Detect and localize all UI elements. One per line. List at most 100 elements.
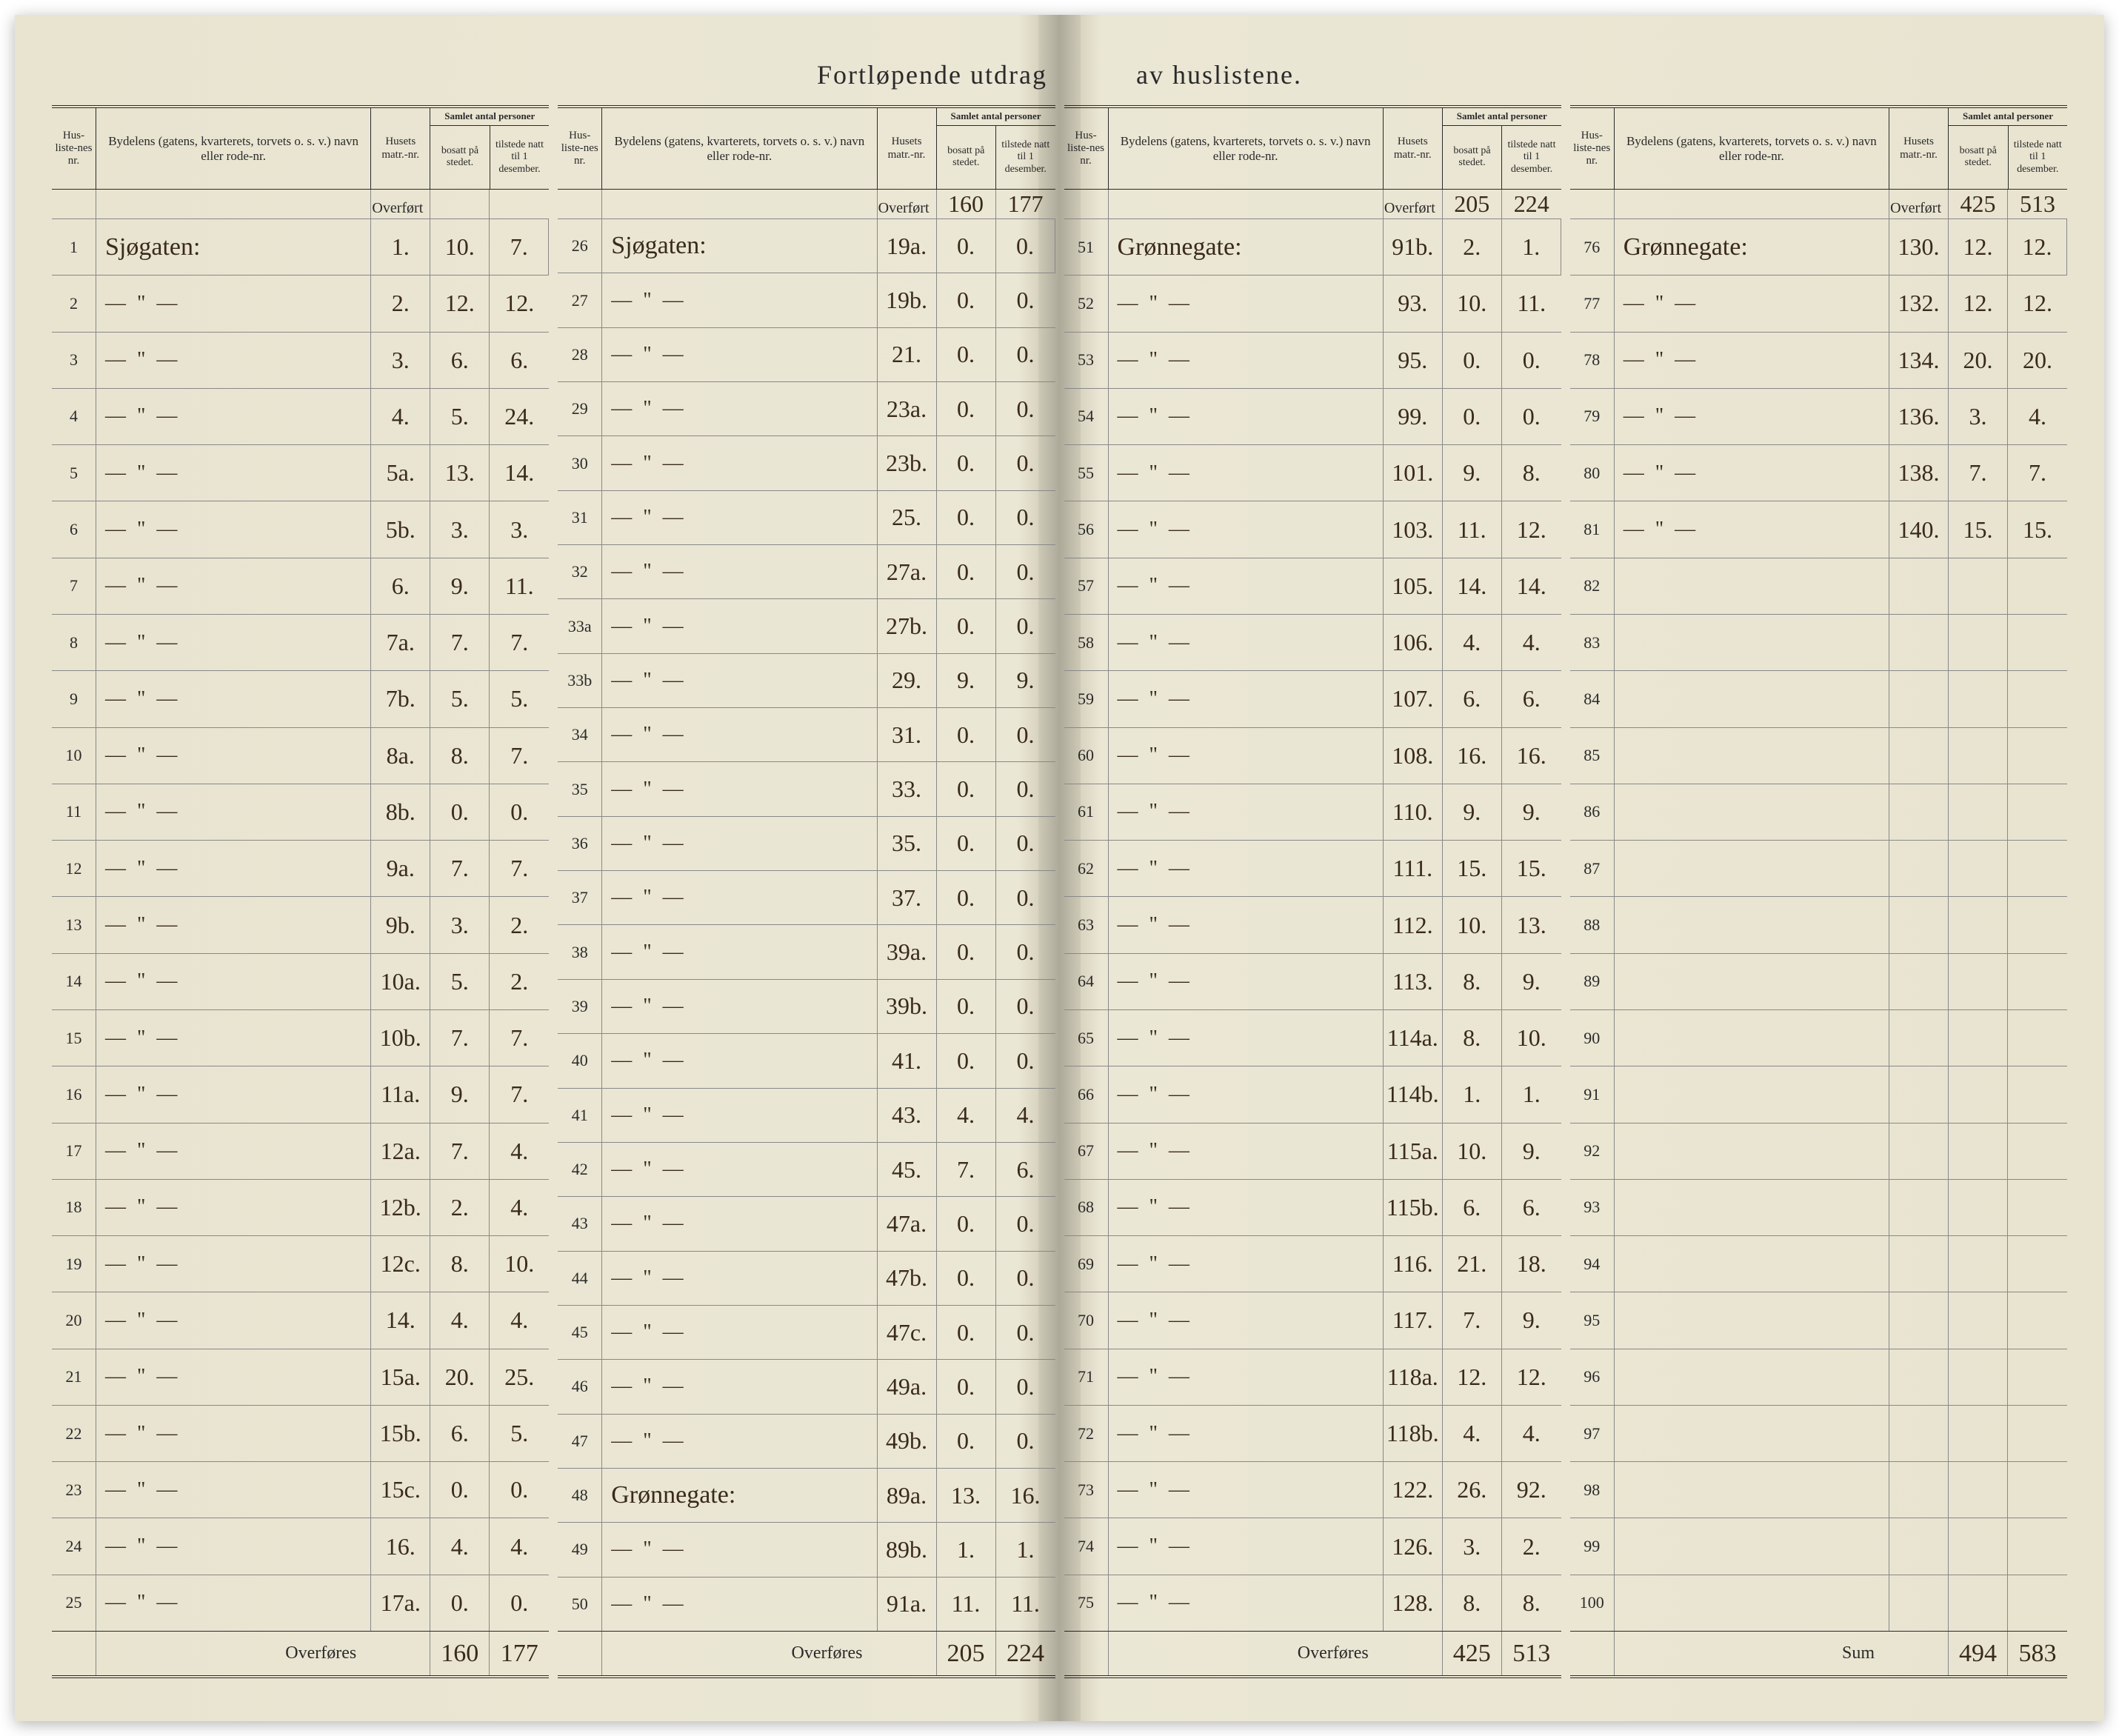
cell-tilstede: 0.	[996, 925, 1055, 978]
cell-bydel: — " —	[602, 654, 877, 707]
cell-bosatt	[1949, 1406, 2008, 1461]
cell-tilstede: 14.	[1502, 558, 1561, 614]
cell-matr: 105.	[1384, 558, 1443, 614]
cell-matr: 6.	[371, 558, 430, 614]
ledger-row: 86	[1570, 784, 2067, 841]
cell-bosatt	[1949, 1066, 2008, 1122]
carry-in-bosatt: 205	[1443, 190, 1502, 218]
cell-bosatt: 12.	[430, 276, 490, 331]
cell-row-nr: 25	[52, 1575, 96, 1631]
panel-header: Hus-liste-nes nr.Bydelens (gatens, kvart…	[1570, 108, 2067, 190]
cell-bydel: — " —	[1109, 897, 1384, 952]
ledger-row: 58— " —106.4.4.	[1064, 615, 1561, 671]
cell-row-nr: 99	[1570, 1518, 1615, 1574]
cell-tilstede: 2.	[490, 954, 549, 1009]
ledger-row: 16— " —11a.9.7.	[52, 1066, 549, 1123]
ledger-row: 48Grønnegate:89a.13.16.	[558, 1469, 1055, 1523]
cell-bosatt: 9.	[937, 654, 996, 707]
ledger-row: 92	[1570, 1124, 2067, 1180]
cell-tilstede: 20.	[2008, 333, 2067, 388]
cell-bosatt: 11.	[937, 1578, 996, 1631]
header-tilstede: tilstede natt til 1 desember.	[996, 126, 1055, 189]
cell-bydel: — " —	[1109, 389, 1384, 444]
cell-bosatt: 0.	[937, 925, 996, 978]
cell-matr: 134.	[1889, 333, 1949, 388]
cell-bosatt: 15.	[1949, 501, 2008, 557]
title-left: Fortløpende utdrag	[817, 59, 1047, 90]
cell-bosatt: 8.	[1443, 954, 1502, 1009]
ledger-row: 69— " —116.21.18.	[1064, 1236, 1561, 1292]
cell-matr: 118b.	[1384, 1406, 1443, 1461]
header-nr: Hus-liste-nes nr.	[1570, 108, 1615, 189]
cell-bydel: — " —	[602, 1143, 877, 1196]
cell-bosatt: 20.	[1949, 333, 2008, 388]
cell-bydel	[1615, 1349, 1889, 1405]
cell-row-nr: 71	[1064, 1349, 1109, 1405]
cell-row-nr: 90	[1570, 1010, 1615, 1066]
cell-bosatt: 0.	[937, 1360, 996, 1413]
cell-tilstede	[2008, 1124, 2067, 1179]
cell-matr: 4.	[371, 389, 430, 444]
overfort-label: Overført	[1384, 200, 1435, 217]
ledger-row: 21— " —15a.20.25.	[52, 1349, 549, 1406]
carry-out-bosatt: 425	[1443, 1632, 1502, 1675]
carry-out-bosatt: 494	[1949, 1632, 2008, 1675]
cell-row-nr: 10	[52, 728, 96, 784]
cell-bosatt: 26.	[1443, 1462, 1502, 1518]
cell-row-nr: 58	[1064, 615, 1109, 670]
cell-matr: 35.	[878, 817, 937, 870]
cell-bosatt: 0.	[937, 1306, 996, 1359]
cell-tilstede: 12.	[1502, 1349, 1561, 1405]
cell-bosatt: 0.	[937, 1415, 996, 1468]
ledger-row: 1Sjøgaten:1.10.7.Overført	[52, 219, 549, 276]
ledger-row: 53— " —95.0.0.	[1064, 333, 1561, 389]
cell-matr: 108.	[1384, 728, 1443, 784]
panel-rows: 1Sjøgaten:1.10.7.Overført2— " —2.12.12.3…	[52, 190, 549, 1631]
cell-matr	[1889, 671, 1949, 727]
cell-matr: 12b.	[371, 1180, 430, 1235]
cell-bosatt	[1949, 1349, 2008, 1405]
cell-tilstede	[2008, 1066, 2067, 1122]
cell-bosatt: 6.	[430, 1406, 490, 1461]
cell-tilstede: 3.	[490, 501, 549, 557]
cell-bydel: — " —	[1109, 501, 1384, 557]
cell-bydel	[1615, 1575, 1889, 1631]
cell-matr: 43.	[878, 1089, 937, 1142]
ledger-row: 31— " —25.0.0.	[558, 491, 1055, 545]
cell-tilstede: 0.	[1502, 333, 1561, 388]
cell-bosatt: 9.	[1443, 445, 1502, 501]
ledger-row: 80— " —138.7.7.	[1570, 445, 2067, 501]
header-persons-top: Samlet antal personer	[1443, 108, 1561, 126]
cell-bydel	[1615, 1462, 1889, 1518]
ledger-row: 46— " —49a.0.0.	[558, 1360, 1055, 1414]
cell-bydel: — " —	[1109, 784, 1384, 840]
cell-tilstede: 9.	[1502, 1124, 1561, 1179]
ledger-row: 77— " —132.12.12.	[1570, 276, 2067, 332]
cell-matr: 17a.	[371, 1575, 430, 1631]
ledger-row: 13— " —9b.3.2.	[52, 897, 549, 953]
cell-tilstede: 10.	[490, 1236, 549, 1292]
ledger-row: 83	[1570, 615, 2067, 671]
cell-row-nr: 72	[1064, 1406, 1109, 1461]
cell-row-nr: 34	[558, 708, 602, 761]
overfores-label: Overføres	[602, 1632, 877, 1675]
cell-bosatt: 0.	[937, 273, 996, 327]
cell-row-nr: 16	[52, 1066, 96, 1122]
header-persons-top: Samlet antal personer	[937, 108, 1055, 126]
ledger-row: 33b— " —29.9.9.	[558, 654, 1055, 708]
cell-bosatt: 0.	[937, 708, 996, 761]
cell-bosatt: 1.	[937, 1523, 996, 1576]
cell-bydel: — " —	[1109, 671, 1384, 727]
cell-matr	[1889, 954, 1949, 1009]
cell-tilstede: 0.	[1502, 389, 1561, 444]
cell-bosatt: 0.	[937, 980, 996, 1033]
cell-matr: 11a.	[371, 1066, 430, 1122]
header-matr: Husets matr.-nr.	[1384, 108, 1443, 189]
cell-bosatt: 0.	[1443, 389, 1502, 444]
cell-bosatt: 7.	[1443, 1292, 1502, 1348]
ledger-panel-1: Hus-liste-nes nr.Bydelens (gatens, kvart…	[52, 105, 549, 1678]
cell-bydel: — " —	[1615, 501, 1889, 557]
cell-row-nr: 17	[52, 1124, 96, 1179]
cell-tilstede: 0.	[996, 219, 1055, 273]
cell-bosatt	[1949, 558, 2008, 614]
